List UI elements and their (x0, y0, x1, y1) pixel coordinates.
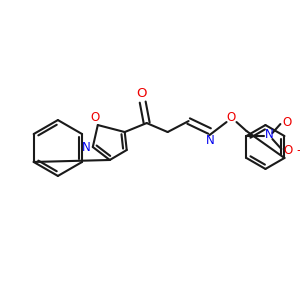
Text: O: O (284, 143, 293, 157)
Text: O: O (90, 111, 99, 124)
Text: N: N (206, 134, 215, 146)
Text: O: O (226, 111, 235, 124)
Text: N: N (81, 140, 90, 154)
Text: O: O (136, 87, 147, 100)
Text: N: N (265, 128, 274, 140)
Text: -: - (296, 145, 300, 158)
Text: O: O (283, 116, 292, 129)
